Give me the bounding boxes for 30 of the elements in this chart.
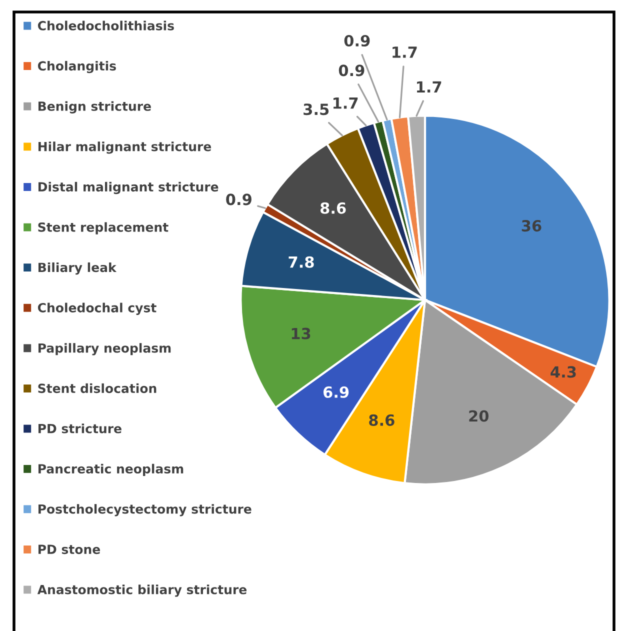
data-label: 13 xyxy=(292,328,310,340)
legend-label: PD stricture xyxy=(38,424,122,434)
legend-label: Benign stricture xyxy=(38,101,151,114)
legend-label: Stent dislocation xyxy=(38,383,156,394)
data-label: 1.7 xyxy=(392,46,417,58)
data-label: 8.6 xyxy=(369,414,394,426)
legend-label: Postcholecystectomy stricture xyxy=(38,504,252,516)
data-label: 7.8 xyxy=(288,256,314,268)
legend-label: PD stone xyxy=(38,544,100,554)
data-label: 36 xyxy=(522,220,542,232)
legend-label: Distal malignant stricture xyxy=(38,182,218,194)
legend-label: Anastomostic biliary stricture xyxy=(37,584,247,597)
data-label: 6.9 xyxy=(323,386,349,398)
legend-label: Stent replacement xyxy=(38,222,168,234)
data-label: 3.5 xyxy=(304,104,329,116)
data-label: 8.6 xyxy=(320,202,346,214)
data-label: 0.9 xyxy=(338,64,364,76)
legend-label: Biliary leak xyxy=(38,262,117,275)
data-label: 20 xyxy=(469,410,489,422)
data-label: 0.9 xyxy=(344,34,370,47)
data-label: 1.7 xyxy=(417,81,442,92)
legend-label: Choledochal cyst xyxy=(38,302,156,315)
data-label: 4.3 xyxy=(550,366,576,378)
legend-label: Choledocholithiasis xyxy=(38,20,174,30)
legend-label: Cholangitis xyxy=(38,60,116,74)
data-label: 0.9 xyxy=(226,194,252,206)
legend-label: Papillary neoplasm xyxy=(38,343,171,356)
data-label: 1.7 xyxy=(333,98,358,109)
legend-label: Hilar malignant stricture xyxy=(38,142,212,154)
legend-label: Pancreatic neoplasm xyxy=(38,464,184,476)
